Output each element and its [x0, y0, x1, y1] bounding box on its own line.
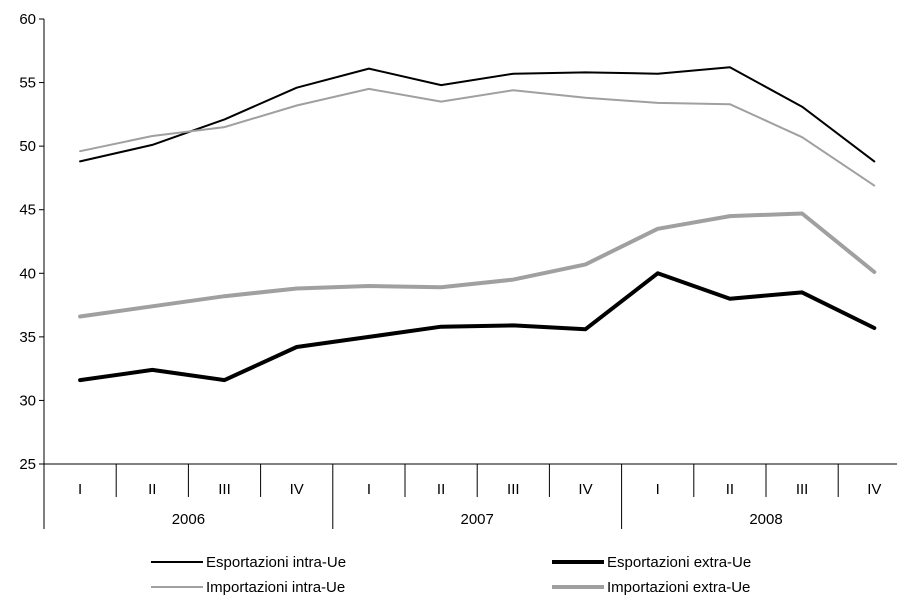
series-line	[79, 66, 876, 163]
legend-label: Esportazioni extra-Ue	[607, 554, 751, 571]
x-tick-label: II	[437, 481, 445, 498]
x-group-label: 2008	[749, 511, 782, 528]
x-tick-label: IV	[290, 481, 304, 498]
x-tick-label: I	[367, 481, 371, 498]
x-tick-label: II	[726, 481, 734, 498]
series-line	[78, 211, 877, 319]
series-lines	[78, 66, 877, 383]
y-tick-label: 45	[19, 202, 36, 219]
legend-label: Esportazioni intra-Ue	[206, 554, 346, 571]
legend: Esportazioni intra-Ue Esportazioni extra-…	[151, 554, 751, 596]
x-tick-label: II	[148, 481, 156, 498]
y-tick-label: 50	[19, 138, 36, 155]
x-tick-label: III	[507, 481, 520, 498]
y-tick-label: 35	[19, 329, 36, 346]
y-tick-label: 55	[19, 75, 36, 92]
x-tick-label: III	[796, 481, 809, 498]
x-tick-label: I	[656, 481, 660, 498]
legend-label: Importazioni intra-Ue	[206, 579, 345, 596]
x-group-label: 2007	[461, 511, 494, 528]
legend-label: Importazioni extra-Ue	[607, 579, 750, 596]
x-tick-label: I	[78, 481, 82, 498]
y-tick-label: 30	[19, 392, 36, 409]
x-tick-label: IV	[867, 481, 881, 498]
series-line	[79, 87, 876, 187]
x-tick-label: III	[218, 481, 231, 498]
y-tick-label: 25	[19, 456, 36, 473]
y-axis-ticks: 25 30 35 40 45 50 55 60	[19, 11, 44, 473]
axes	[43, 19, 897, 529]
series-line	[78, 271, 877, 383]
x-tick-label: IV	[578, 481, 592, 498]
x-group-label: 2006	[172, 511, 205, 528]
y-tick-label: 40	[19, 265, 36, 282]
y-tick-label: 60	[19, 11, 36, 28]
